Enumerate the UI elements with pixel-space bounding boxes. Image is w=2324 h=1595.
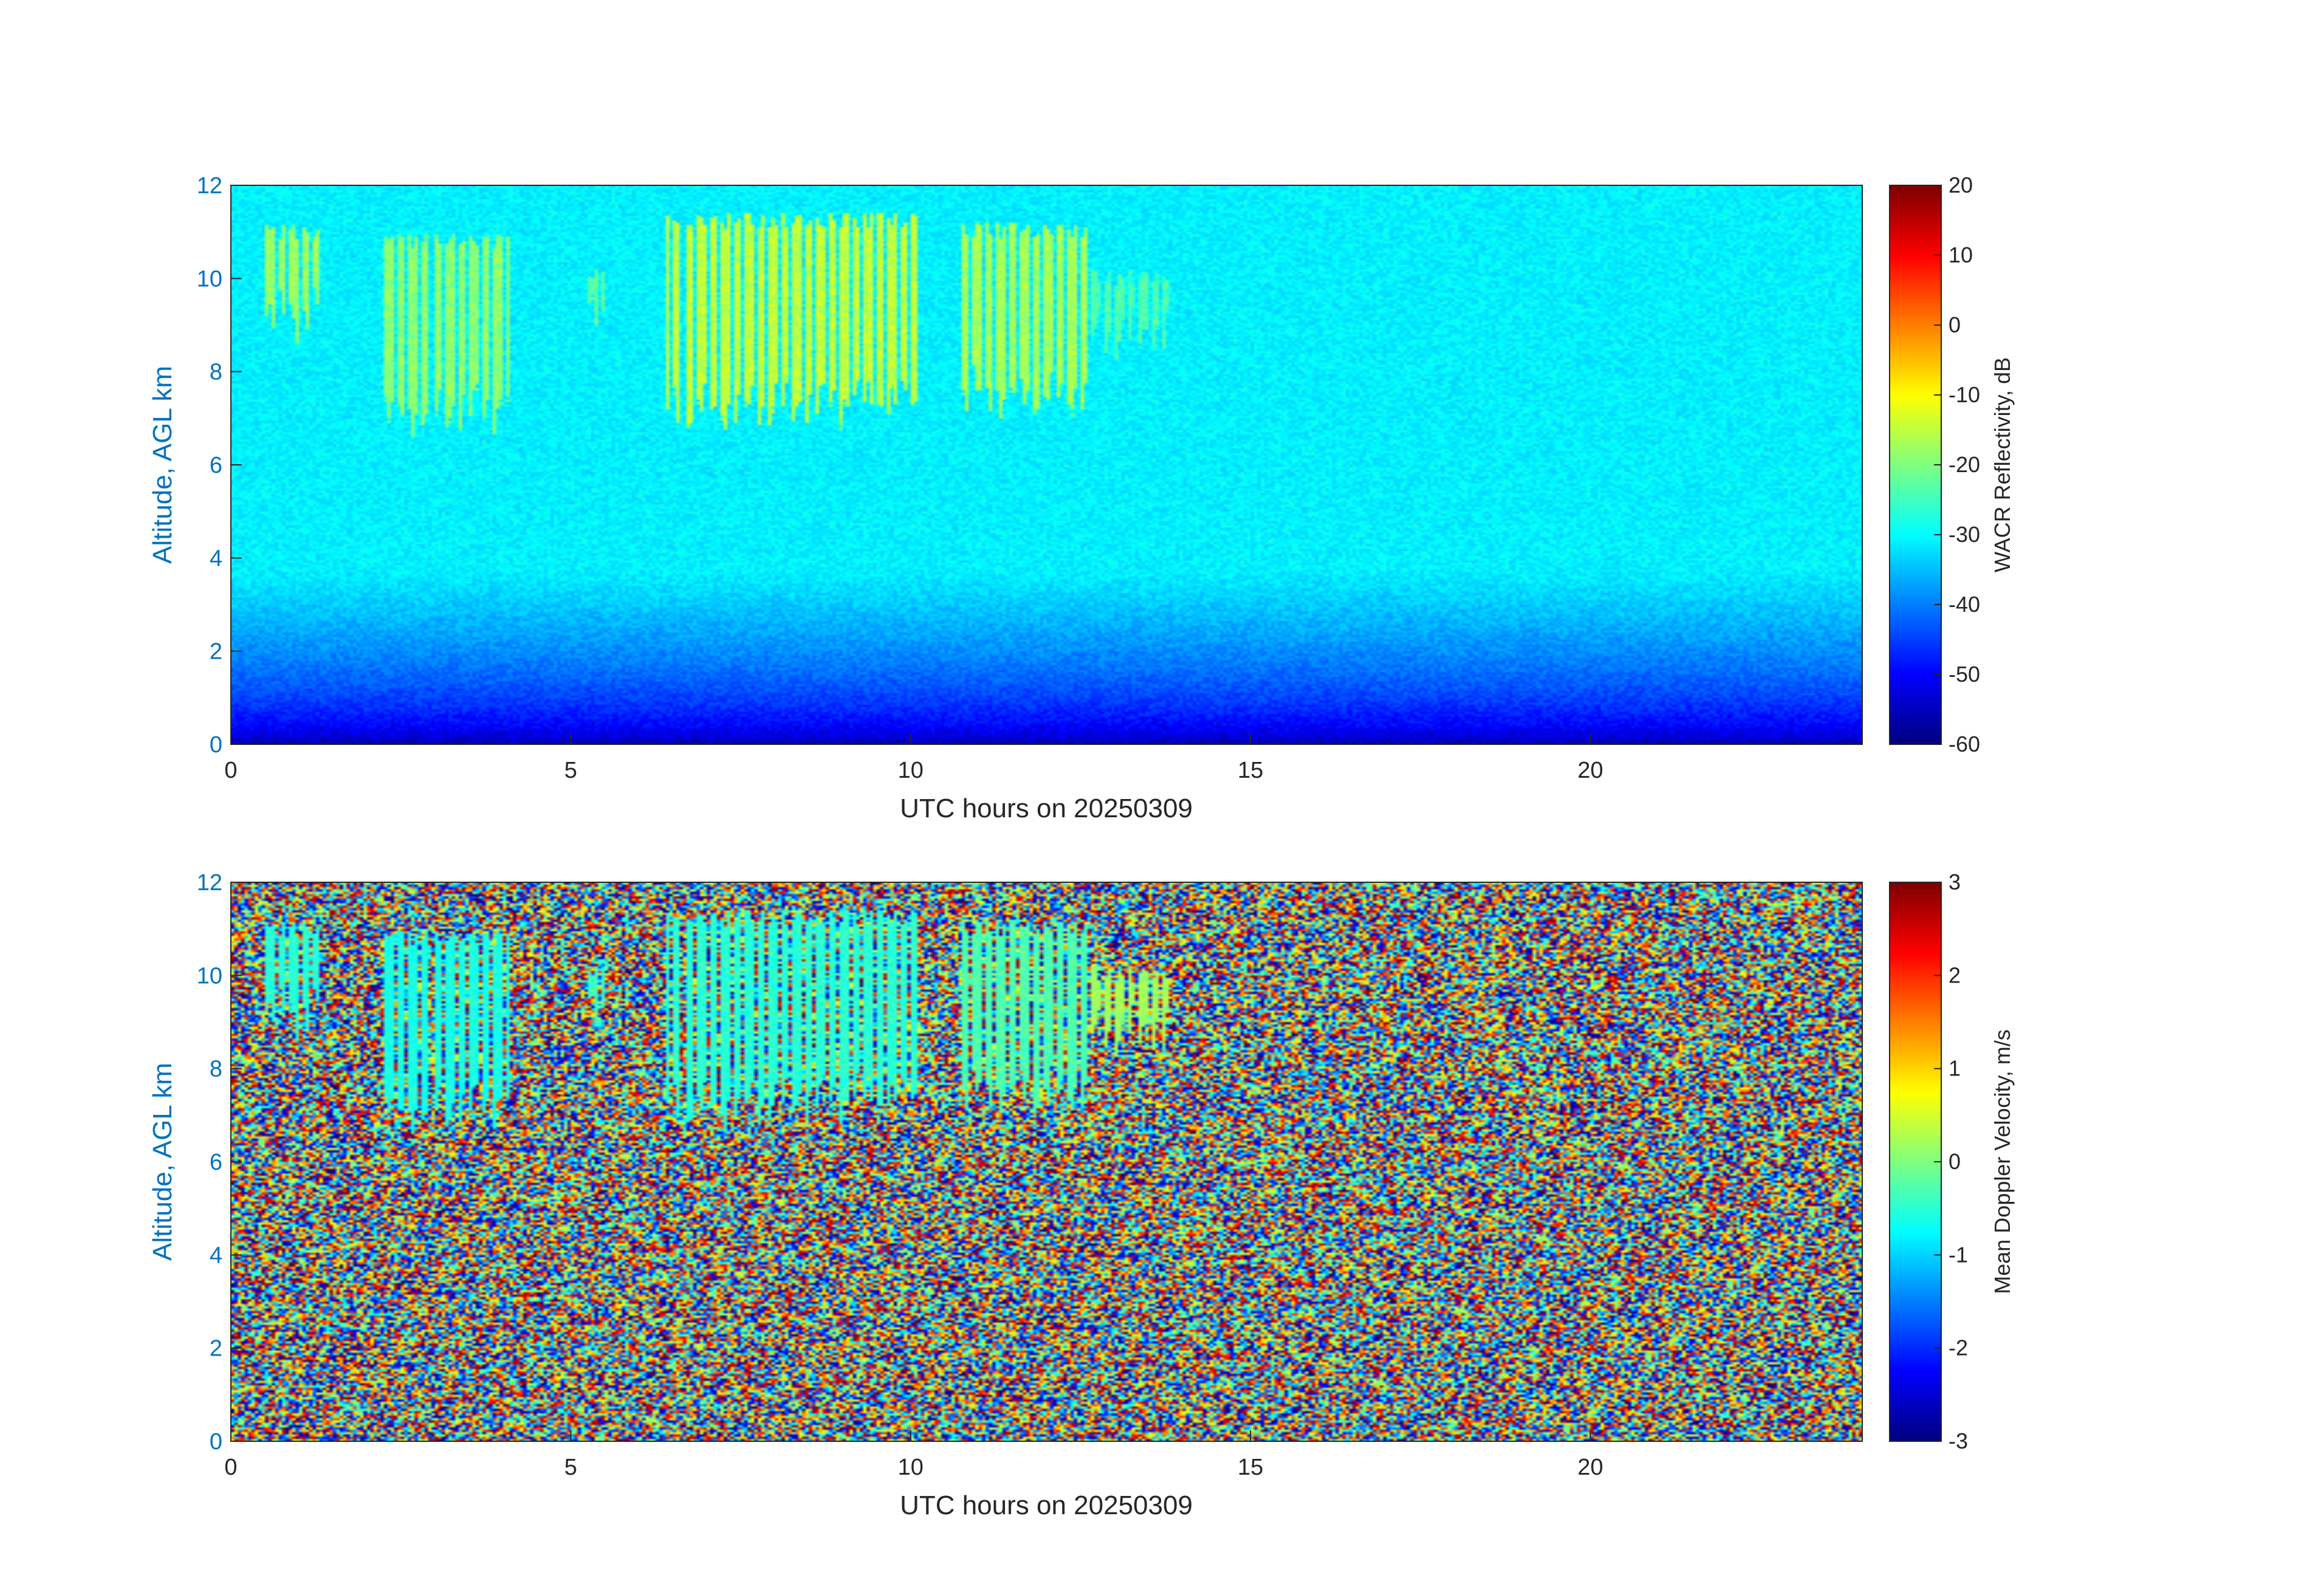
- reflectivity-x-tick-label: 0: [224, 758, 237, 783]
- reflectivity-y-tick-label: 2: [210, 639, 222, 665]
- reflectivity-colorbar-tick-label: -50: [1949, 662, 1980, 687]
- reflectivity-colorbar-tick-label: -40: [1949, 592, 1980, 617]
- doppler-y-ticks: 0 2 4 6 8 10 12: [197, 870, 242, 1455]
- doppler-x-tick-label: 20: [1577, 1455, 1603, 1480]
- doppler-colorbar-tick-label: 2: [1949, 962, 1961, 987]
- reflectivity-y-tick-label: 6: [210, 453, 222, 478]
- doppler-colorbar-tick-label: -3: [1949, 1429, 1968, 1453]
- reflectivity-y-tick-label: 12: [197, 173, 222, 199]
- reflectivity-y-axis-label: Altitude, AGL km: [148, 366, 177, 564]
- reflectivity-x-ticks: 0 5 10 15 20: [224, 733, 1603, 783]
- reflectivity-colorbar-label: WACR Reflectivity, dB: [1990, 357, 2015, 572]
- reflectivity-x-tick-label: 10: [898, 758, 924, 783]
- reflectivity-colorbar-tick-label: 10: [1949, 242, 1973, 267]
- reflectivity-y-tick-label: 0: [210, 732, 222, 758]
- reflectivity-colorbar-tick-label: 0: [1949, 312, 1961, 337]
- reflectivity-colorbar-tick-label: -10: [1949, 382, 1980, 407]
- doppler-colorbar-ticks: -3 -2 -1 0 1 2 3: [1934, 870, 1968, 1453]
- doppler-colorbar-tick-label: -1: [1949, 1242, 1968, 1267]
- doppler-y-tick-label: 6: [210, 1150, 222, 1175]
- doppler-y-tick-label: 12: [197, 870, 222, 896]
- reflectivity-y-ticks: 0 2 4 6 8 10 12: [197, 173, 242, 758]
- doppler-x-tick-label: 5: [564, 1455, 577, 1480]
- doppler-y-tick-label: 10: [197, 963, 222, 989]
- reflectivity-colorbar-tick-label: -20: [1949, 452, 1980, 477]
- doppler-colorbar-tick-label: -2: [1949, 1336, 1968, 1360]
- doppler-x-tick-label: 0: [224, 1455, 237, 1480]
- reflectivity-x-tick-label: 20: [1577, 758, 1603, 783]
- reflectivity-y-tick-label: 10: [197, 266, 222, 292]
- doppler-y-tick-label: 4: [210, 1243, 222, 1268]
- reflectivity-x-tick-label: 15: [1238, 758, 1263, 783]
- reflectivity-colorbar-tick-label: -60: [1949, 732, 1980, 756]
- doppler-colorbar-tick-label: 3: [1949, 870, 1961, 894]
- reflectivity-colorbar-tick-label: 20: [1949, 173, 1973, 197]
- reflectivity-x-tick-label: 5: [564, 758, 577, 783]
- reflectivity-colorbar-ticks: -60 -50 -40 -30 -20 -10 0 10 20: [1934, 173, 1980, 756]
- reflectivity-colorbar-tick-label: -30: [1949, 522, 1980, 547]
- doppler-y-axis-label: Altitude, AGL km: [148, 1063, 177, 1261]
- reflectivity-y-tick-label: 8: [210, 360, 222, 385]
- doppler-y-tick-label: 2: [210, 1336, 222, 1362]
- reflectivity-x-axis-label: UTC hours on 20250309: [900, 794, 1193, 823]
- reflectivity-heatmap: [231, 185, 1862, 744]
- doppler-colorbar-tick-label: 1: [1949, 1056, 1961, 1081]
- doppler-y-tick-label: 8: [210, 1057, 222, 1082]
- doppler-x-tick-label: 15: [1238, 1455, 1263, 1480]
- doppler-y-tick-label: 0: [210, 1429, 222, 1455]
- reflectivity-panel: 0 2 4 6 8 10 12 0 5 10 15 20 Altitude, AGL km UTC …: [148, 173, 2015, 823]
- doppler-colorbar-tick-label: 0: [1949, 1149, 1961, 1174]
- reflectivity-colorbar: [1890, 185, 1941, 744]
- reflectivity-y-tick-label: 4: [210, 546, 222, 571]
- doppler-x-axis-label: UTC hours on 20250309: [900, 1490, 1193, 1520]
- doppler-x-ticks: 0 5 10 15 20: [224, 1430, 1603, 1480]
- doppler-colorbar-label: Mean Doppler Velocity, m/s: [1990, 1029, 2015, 1294]
- doppler-heatmap: [231, 882, 1862, 1441]
- doppler-colorbar: [1890, 882, 1941, 1441]
- doppler-x-tick-label: 10: [898, 1455, 924, 1480]
